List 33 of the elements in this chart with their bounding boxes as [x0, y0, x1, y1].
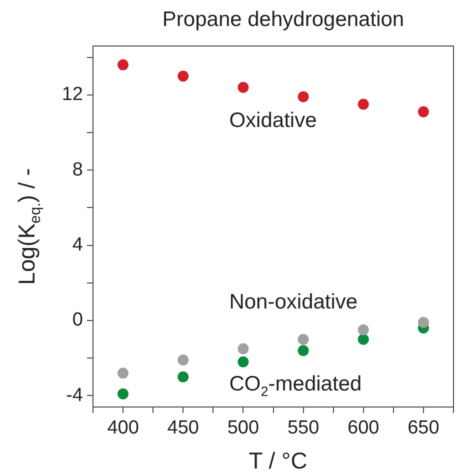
x-tick-label: 450: [167, 418, 199, 439]
y-tick-label: 12: [62, 84, 83, 106]
point: [298, 345, 309, 356]
chart-title: Propane dehydrogenation: [162, 8, 404, 31]
point: [358, 324, 369, 336]
point: [298, 334, 309, 345]
point: [358, 98, 369, 110]
point: [298, 91, 309, 102]
x-tick-label: 650: [408, 418, 440, 439]
y-tick-label: 8: [72, 159, 83, 180]
point: [418, 106, 429, 118]
x-tick-label: 550: [287, 418, 320, 439]
point: [178, 371, 189, 382]
point: [178, 354, 189, 366]
series-label: Oxidative: [229, 109, 317, 132]
x-tick-label: 600: [348, 418, 380, 439]
x-tick-label: 500: [227, 418, 260, 439]
point: [118, 388, 129, 400]
point: [238, 356, 249, 368]
point: [238, 343, 249, 354]
point: [418, 316, 429, 328]
point: [178, 70, 189, 82]
point: [118, 59, 129, 70]
y-tick-label: 4: [72, 234, 84, 256]
point: [358, 334, 369, 345]
x-axis-title: T / °C: [248, 447, 308, 474]
y-tick-label: -4: [66, 384, 84, 406]
series-label: Non-oxidative: [229, 290, 358, 314]
point: [238, 82, 249, 93]
x-tick-label: 400: [107, 418, 139, 439]
point: [118, 368, 129, 379]
y-axis-title: Log(Keq.) / -: [13, 168, 44, 285]
y-tick-label: 0: [72, 310, 83, 331]
